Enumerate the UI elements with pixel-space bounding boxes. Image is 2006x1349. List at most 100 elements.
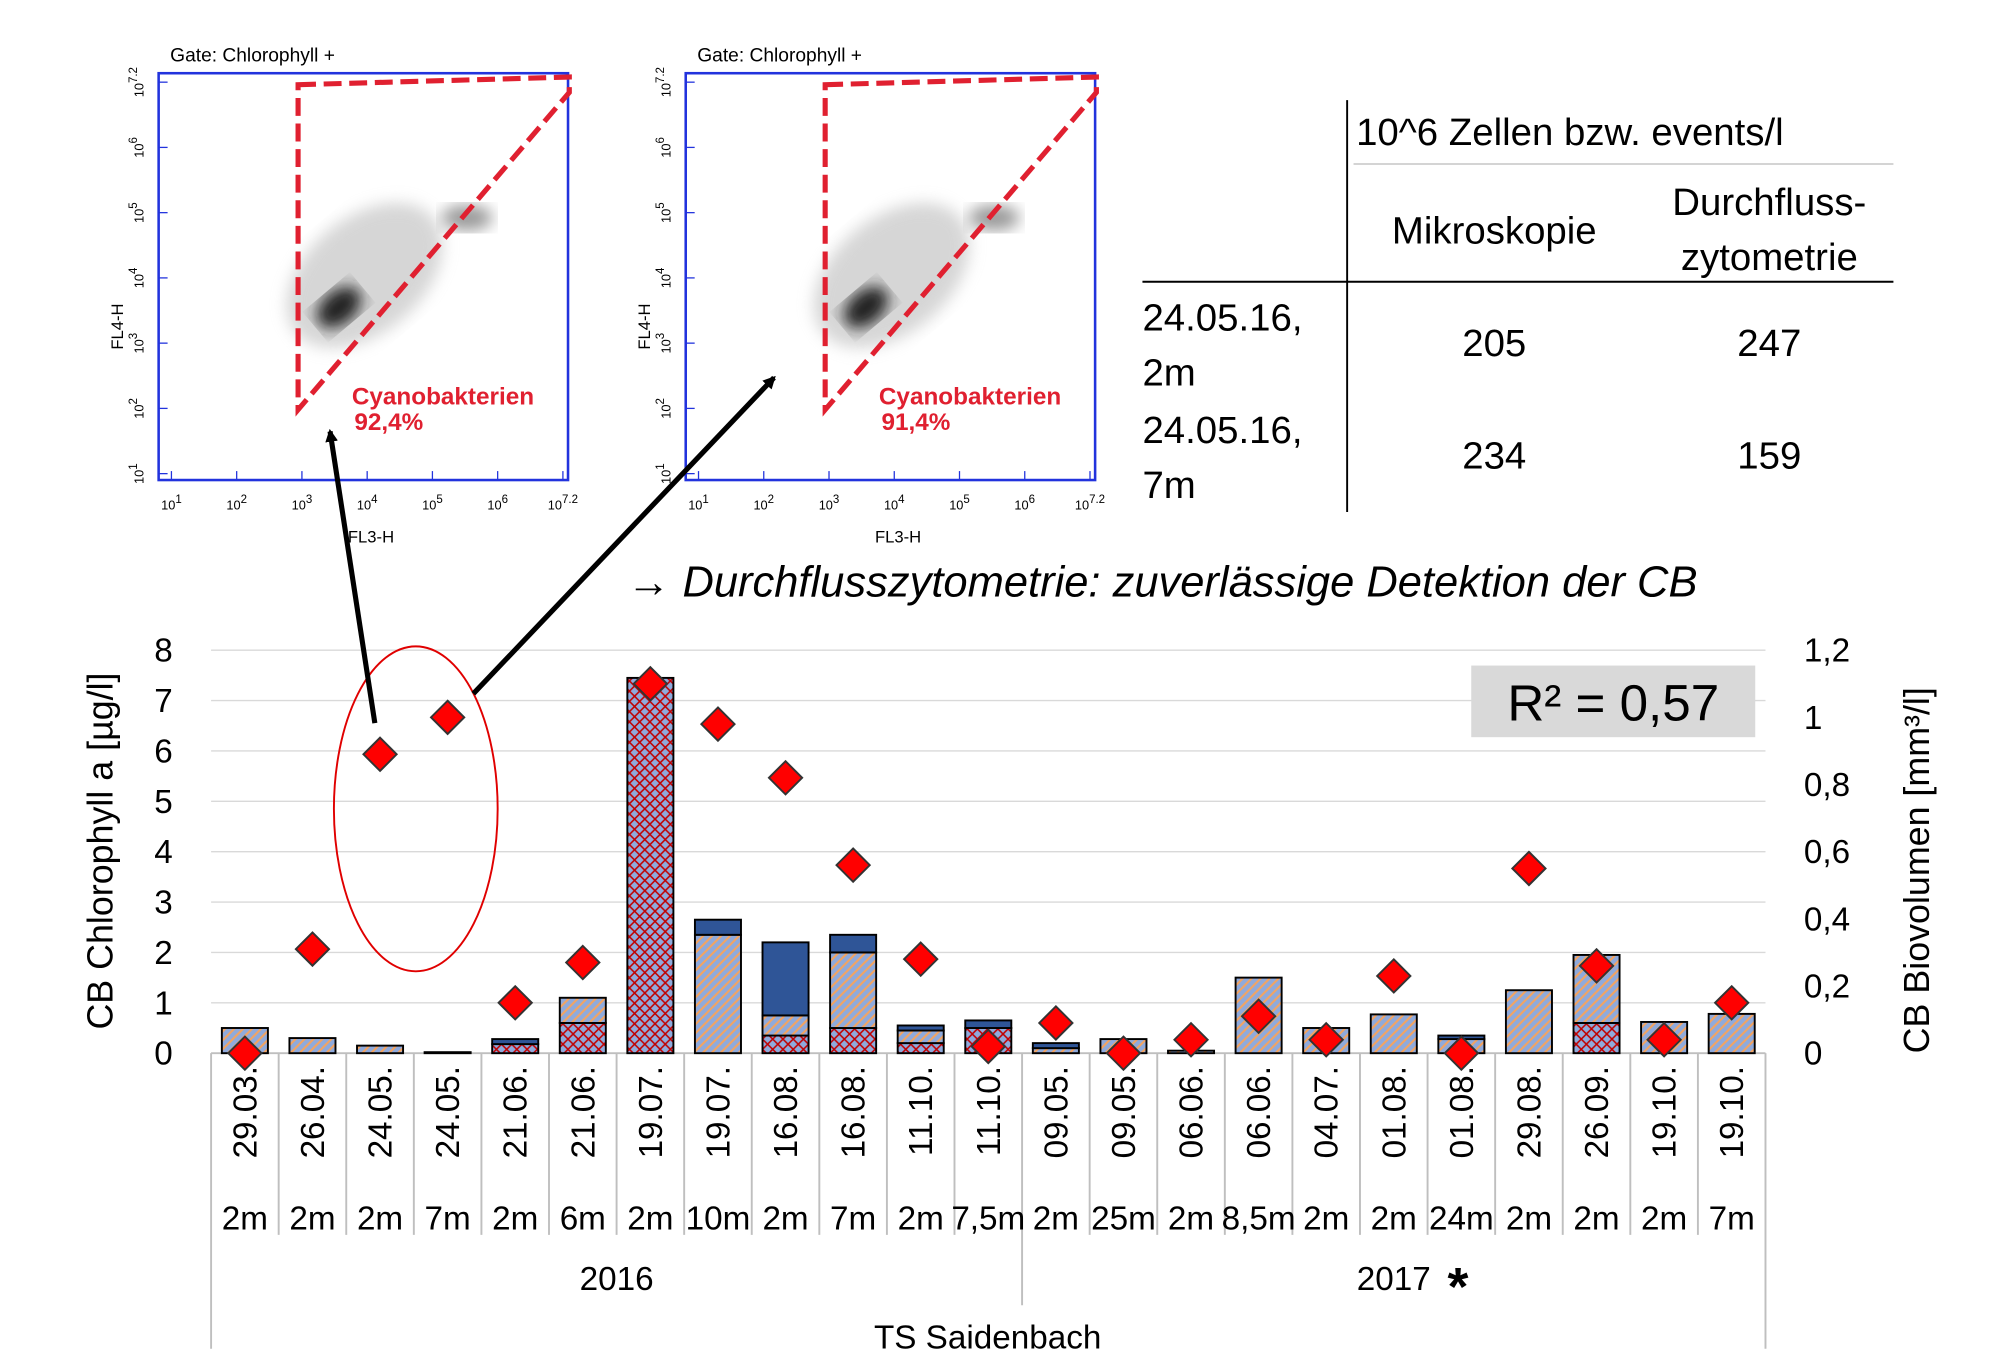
bar-segment bbox=[425, 1052, 471, 1053]
diamond-marker bbox=[769, 761, 802, 794]
x-tick-label: 11.10. bbox=[971, 1066, 1008, 1156]
annotation: R² = 0,57 bbox=[1507, 675, 1719, 732]
y-tick-label: 105 bbox=[655, 202, 673, 223]
bar-segment bbox=[763, 1036, 809, 1054]
page: {"chart_data": {"type": "bar", "categori… bbox=[0, 0, 2006, 1349]
table-header: 10^6 Zellen bzw. events/l bbox=[1356, 111, 1784, 154]
tick-base: 10 bbox=[292, 497, 306, 512]
cell: 234 bbox=[1462, 435, 1526, 478]
cell: 159 bbox=[1737, 435, 1801, 478]
tick-exponent: 1 bbox=[702, 494, 708, 506]
diamond-marker bbox=[1377, 959, 1410, 992]
y-tick-label: 106 bbox=[655, 137, 673, 158]
year-label: 2016 bbox=[580, 1261, 654, 1298]
depth-label: 2m bbox=[289, 1201, 335, 1238]
bar-segment bbox=[763, 1015, 809, 1035]
bar-segment bbox=[492, 1039, 538, 1044]
x-tick-label: 102 bbox=[753, 494, 774, 512]
tick-exponent: 1 bbox=[128, 463, 140, 469]
tick-exponent: 4 bbox=[128, 267, 140, 274]
bar-segment bbox=[695, 935, 741, 1053]
y-tick-label: 107.2 bbox=[128, 67, 146, 97]
bar-segment bbox=[289, 1038, 335, 1053]
gate-label: Gate: Chlorophyll + bbox=[697, 46, 862, 67]
depth-label: 24m bbox=[1429, 1201, 1494, 1238]
tick-base: 10 bbox=[658, 83, 673, 97]
tick-exponent: 6 bbox=[128, 137, 140, 143]
x-tick-label: 09.05. bbox=[1106, 1066, 1143, 1158]
bar-segment bbox=[560, 1023, 606, 1053]
tick-base: 10 bbox=[658, 209, 673, 223]
y-tick-label: 103 bbox=[655, 333, 673, 354]
y-tick-label: 104 bbox=[128, 267, 146, 288]
year-label: 2017 bbox=[1357, 1261, 1431, 1298]
tick-base: 10 bbox=[131, 339, 146, 353]
y-tick-label: 8 bbox=[154, 633, 173, 670]
y2-tick-label: 0,2 bbox=[1804, 969, 1850, 1006]
tick-exponent: 3 bbox=[833, 494, 839, 506]
row-label: 2m bbox=[1142, 351, 1195, 394]
x-tick-label: 06.06. bbox=[1174, 1066, 1211, 1158]
y-axis-title: CB Chlorophyll a [µg/l] bbox=[81, 673, 121, 1030]
y-tick-label: 103 bbox=[128, 333, 146, 354]
tick-exponent: 4 bbox=[371, 494, 378, 506]
bar-segment bbox=[1506, 990, 1552, 1053]
tick-base: 10 bbox=[131, 274, 146, 288]
x-tick-label: 29.03. bbox=[227, 1066, 264, 1158]
bar-segment bbox=[898, 1031, 944, 1044]
diamond-marker bbox=[296, 932, 329, 965]
tick-exponent: 2 bbox=[768, 494, 774, 506]
depth-label: 7,5m bbox=[951, 1201, 1025, 1238]
x-tick-label: 19.07. bbox=[633, 1066, 670, 1158]
tick-exponent: 1 bbox=[175, 494, 181, 506]
tick-base: 10 bbox=[884, 497, 898, 512]
depth-label: 2m bbox=[627, 1201, 673, 1238]
depth-label: 2m bbox=[1573, 1201, 1619, 1238]
tick-exponent: 5 bbox=[655, 202, 667, 208]
depth-label: 6m bbox=[560, 1201, 606, 1238]
x-tick-label: 06.06. bbox=[1241, 1066, 1278, 1158]
tick-base: 10 bbox=[753, 497, 767, 512]
x-axis-title: FL3-H bbox=[348, 528, 394, 547]
conclusion: → Durchflusszytometrie: zuverlässige Det… bbox=[627, 558, 1698, 606]
x-axis-title: TS Saidenbach bbox=[874, 1320, 1101, 1349]
tick-exponent: 5 bbox=[963, 494, 969, 506]
depth-label: 2m bbox=[1033, 1201, 1079, 1238]
y2-tick-label: 0,8 bbox=[1804, 767, 1850, 804]
bar-segment bbox=[357, 1046, 403, 1054]
tick-exponent: 7.2 bbox=[128, 67, 140, 83]
x-tick-label: 16.08. bbox=[836, 1066, 873, 1158]
y2-tick-label: 0,4 bbox=[1804, 901, 1850, 938]
depth-label: 2m bbox=[1506, 1201, 1552, 1238]
depth-label: 10m bbox=[686, 1201, 751, 1238]
y-tick-label: 102 bbox=[128, 398, 146, 419]
bar-segment bbox=[560, 998, 606, 1023]
tick-exponent: 6 bbox=[1029, 494, 1035, 506]
cytometry-plots: Gate: Chlorophyll +Cyanobakterien92,4%FL… bbox=[108, 46, 1105, 547]
diamond-marker bbox=[701, 707, 734, 740]
x-tick-label: 04.07. bbox=[1309, 1066, 1346, 1158]
tick-exponent: 6 bbox=[655, 137, 667, 143]
highlight-ellipse bbox=[334, 646, 498, 971]
population-label: Cyanobakterien bbox=[879, 384, 1061, 411]
cytometry-plot: Gate: Chlorophyll +Cyanobakterien92,4%FL… bbox=[108, 46, 578, 547]
row-label: 7m bbox=[1142, 464, 1195, 507]
x-tick-label: 103 bbox=[819, 494, 840, 512]
bar-segment bbox=[830, 935, 876, 953]
tick-base: 10 bbox=[1014, 497, 1028, 512]
x-tick-label: 01.08. bbox=[1376, 1066, 1413, 1158]
y-tick-label: 107.2 bbox=[655, 67, 673, 97]
y-tick-label: 6 bbox=[154, 733, 173, 770]
population-percent: 91,4% bbox=[881, 409, 950, 436]
y-tick-label: 5 bbox=[154, 784, 173, 821]
depth-label: 2m bbox=[1371, 1201, 1417, 1238]
depth-label: 7m bbox=[830, 1201, 876, 1238]
tick-exponent: 1 bbox=[655, 463, 667, 469]
depth-label: 2m bbox=[357, 1201, 403, 1238]
y-tick-label: 101 bbox=[128, 463, 146, 484]
tick-base: 10 bbox=[131, 404, 146, 418]
tick-exponent: 5 bbox=[436, 494, 442, 506]
x-tick-label: 105 bbox=[422, 494, 443, 512]
tick-exponent: 3 bbox=[655, 333, 667, 339]
x-tick-label: 16.08. bbox=[768, 1066, 805, 1158]
